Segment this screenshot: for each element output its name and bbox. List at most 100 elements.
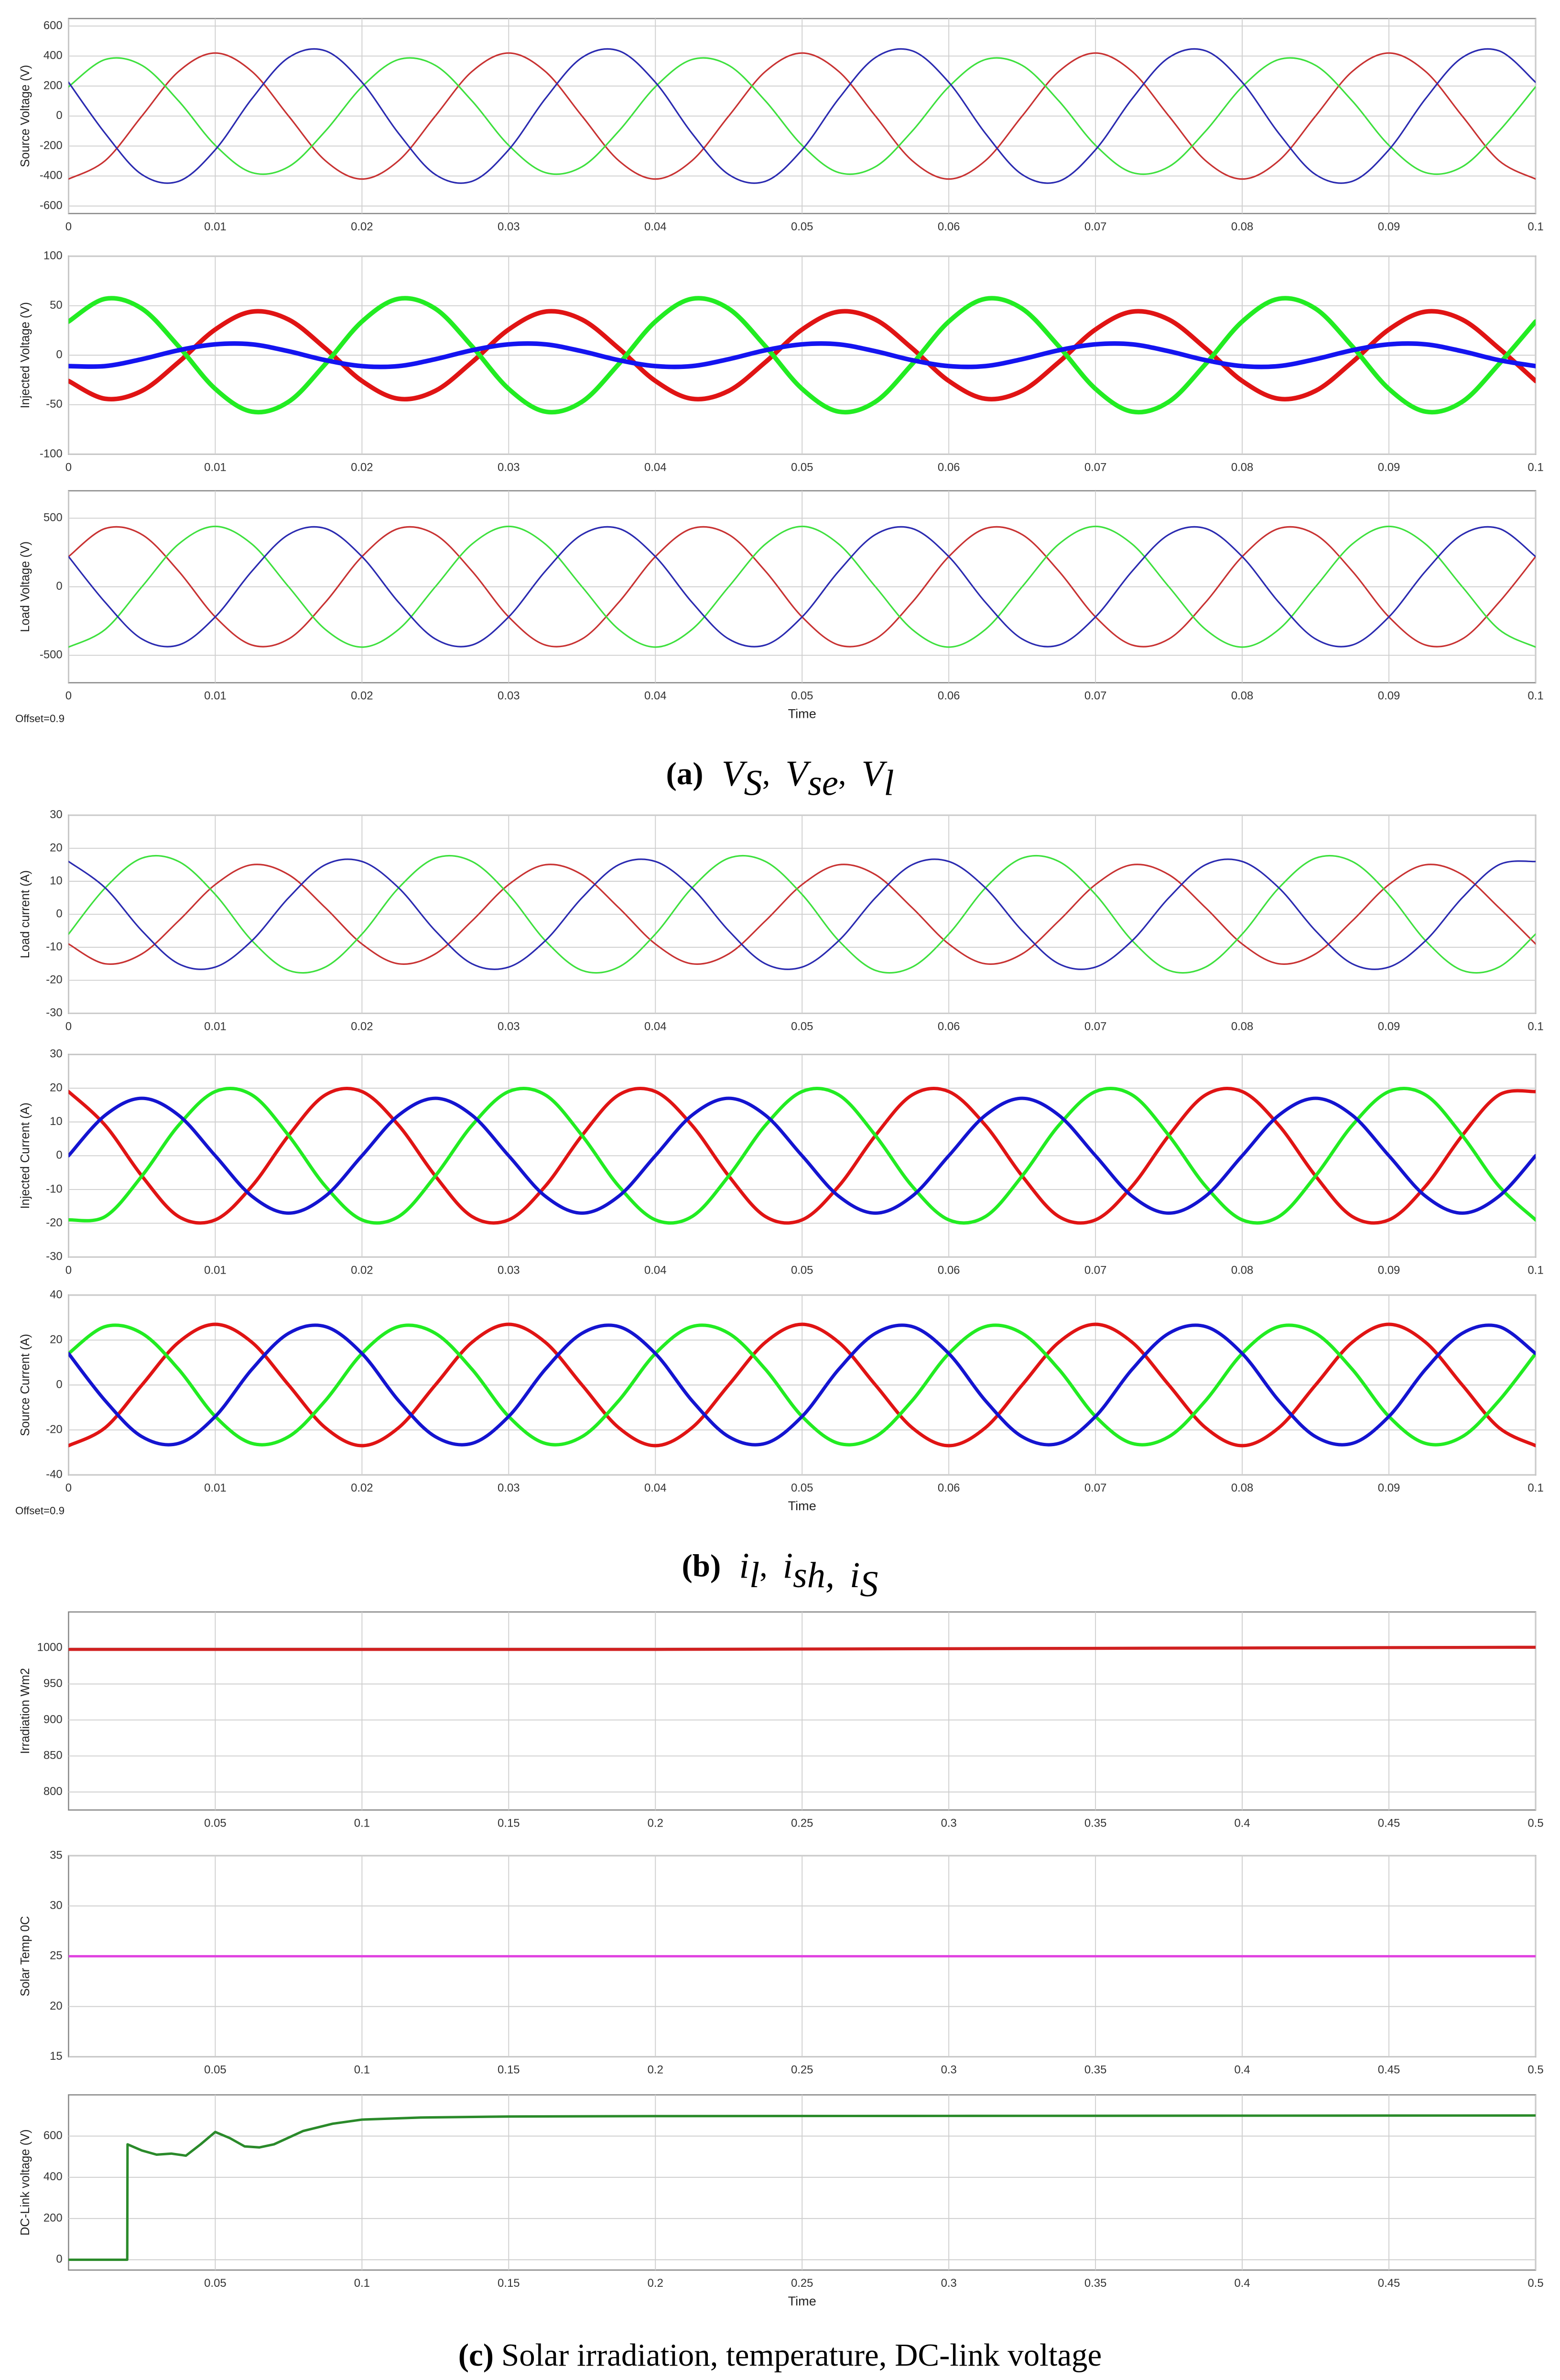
data-line bbox=[68, 855, 1536, 974]
y-axis-label: Load Voltage (V) bbox=[19, 541, 32, 632]
y-axis-label: Source Voltage (V) bbox=[19, 65, 32, 167]
x-tick-label: 0.45 bbox=[1378, 2277, 1400, 2290]
y-tick-label: 200 bbox=[43, 2211, 63, 2224]
y-tick-label: -40 bbox=[46, 1468, 63, 1481]
caption: (c) Solar irradiation, temperature, DC-li… bbox=[458, 2337, 1102, 2373]
x-tick-label: 0.03 bbox=[498, 220, 520, 233]
y-tick-label: 40 bbox=[50, 1288, 63, 1301]
caption: (a) VS, Vse, Vl bbox=[666, 753, 894, 803]
x-tick-label: 0.35 bbox=[1084, 2064, 1107, 2077]
x-tick-label: 0.35 bbox=[1084, 1817, 1107, 1829]
x-tick-label: 0.1 bbox=[354, 1817, 370, 1829]
annotation: Offset=0.9 bbox=[15, 713, 65, 725]
x-tick-label: 0.4 bbox=[1234, 2277, 1250, 2290]
x-tick-label: 0.05 bbox=[204, 2064, 227, 2077]
data-line bbox=[68, 864, 1536, 965]
x-tick-label: 0.09 bbox=[1378, 1264, 1400, 1277]
annotation: Offset=0.9 bbox=[15, 1504, 65, 1516]
x-tick-label: 0.3 bbox=[941, 2277, 957, 2290]
x-tick-label: 0.09 bbox=[1378, 1020, 1400, 1033]
y-tick-label: -20 bbox=[46, 1423, 63, 1436]
y-tick-label: 15 bbox=[50, 2050, 63, 2063]
caption: (b) il, ish, iS bbox=[682, 1545, 878, 1604]
x-tick-label: 0.09 bbox=[1378, 690, 1400, 703]
y-tick-label: 200 bbox=[43, 79, 63, 92]
x-tick-label: 0.1 bbox=[354, 2277, 370, 2290]
y-tick-label: 10 bbox=[50, 874, 63, 887]
y-tick-label: 400 bbox=[43, 49, 63, 62]
data-line bbox=[68, 341, 1536, 369]
x-tick-label: 0.02 bbox=[351, 690, 373, 703]
y-axis-label: Source Current (A) bbox=[19, 1334, 32, 1436]
x-tick-label: 0.02 bbox=[351, 1020, 373, 1033]
caption-term: V bbox=[861, 753, 888, 794]
y-tick-label: 600 bbox=[43, 19, 63, 32]
y-tick-label: -200 bbox=[40, 139, 63, 152]
data-line bbox=[68, 858, 1536, 970]
x-tick-label: 0.1 bbox=[1528, 1482, 1543, 1494]
x-tick-label: 0.05 bbox=[791, 1020, 813, 1033]
data-line bbox=[68, 1087, 1536, 1225]
y-axis-label: Solar Temp 0C bbox=[19, 1916, 32, 1996]
x-tick-label: 0 bbox=[65, 690, 72, 703]
x-tick-label: 0.06 bbox=[938, 1482, 960, 1494]
y-tick-label: -50 bbox=[46, 398, 63, 411]
y-tick-label: 900 bbox=[43, 1713, 63, 1726]
x-tick-label: 0.04 bbox=[644, 461, 667, 474]
y-tick-label: 500 bbox=[43, 511, 63, 524]
x-tick-label: 0.08 bbox=[1231, 220, 1254, 233]
data-line bbox=[68, 2114, 1536, 2261]
y-tick-label: -400 bbox=[40, 169, 63, 182]
x-tick-label: 0.03 bbox=[498, 690, 520, 703]
x-tick-label: 0.08 bbox=[1231, 461, 1254, 474]
x-tick-label: 0.35 bbox=[1084, 2277, 1107, 2290]
caption-sub: sh, bbox=[793, 1554, 834, 1595]
x-tick-label: 0.08 bbox=[1231, 1264, 1254, 1277]
x-tick-label: 0.09 bbox=[1378, 1482, 1400, 1494]
y-tick-label: -600 bbox=[40, 199, 63, 212]
caption-term: i bbox=[850, 1554, 860, 1595]
x-tick-label: 0.03 bbox=[498, 461, 520, 474]
x-tick-label: 0.02 bbox=[351, 220, 373, 233]
data-line bbox=[68, 48, 1536, 184]
y-tick-label: 20 bbox=[50, 1333, 63, 1346]
x-tick-label: 0.25 bbox=[791, 2277, 813, 2290]
caption-sub: S bbox=[860, 1564, 878, 1604]
x-tick-label: 0.4 bbox=[1234, 1817, 1250, 1829]
caption-text: Solar irradiation, temperature, DC-link … bbox=[501, 2337, 1102, 2373]
caption-sub: S bbox=[744, 762, 762, 803]
x-tick-label: 0.04 bbox=[644, 220, 667, 233]
x-tick-label: 0.01 bbox=[204, 690, 227, 703]
x-tick-label: 0.1 bbox=[1528, 1020, 1543, 1033]
y-tick-label: -10 bbox=[46, 1182, 63, 1195]
x-tick-label: 0 bbox=[65, 461, 72, 474]
y-tick-label: 35 bbox=[50, 1849, 63, 1861]
x-tick-label: 0.04 bbox=[644, 1264, 667, 1277]
y-tick-label: -30 bbox=[46, 1250, 63, 1263]
y-axis-label: Load current (A) bbox=[19, 870, 32, 958]
x-tick-label: 0.1 bbox=[1528, 690, 1543, 703]
x-tick-label: 0.4 bbox=[1234, 2064, 1250, 2077]
x-tick-label: 0.15 bbox=[498, 1817, 520, 1829]
y-tick-label: 30 bbox=[50, 1048, 63, 1060]
caption-tag: (a) bbox=[666, 757, 704, 792]
caption-term: V bbox=[722, 753, 748, 794]
x-tick-label: 0.02 bbox=[351, 1264, 373, 1277]
x-tick-label: 0.1 bbox=[1528, 220, 1543, 233]
x-tick-label: 0 bbox=[65, 220, 72, 233]
x-tick-label: 0.3 bbox=[941, 2064, 957, 2077]
x-tick-label: 0.15 bbox=[498, 2064, 520, 2077]
x-tick-label: 0 bbox=[65, 1482, 72, 1494]
x-tick-label: 0.02 bbox=[351, 1482, 373, 1494]
caption-sep: , bbox=[762, 757, 770, 792]
x-tick-label: 0.2 bbox=[648, 1817, 663, 1829]
x-tick-label: 0.05 bbox=[791, 690, 813, 703]
x-tick-label: 0.09 bbox=[1378, 461, 1400, 474]
x-tick-label: 0.09 bbox=[1378, 220, 1400, 233]
x-tick-label: 0.15 bbox=[498, 2277, 520, 2290]
x-tick-label: 0.02 bbox=[351, 461, 373, 474]
data-line bbox=[68, 1087, 1536, 1225]
y-tick-label: -10 bbox=[46, 940, 63, 953]
